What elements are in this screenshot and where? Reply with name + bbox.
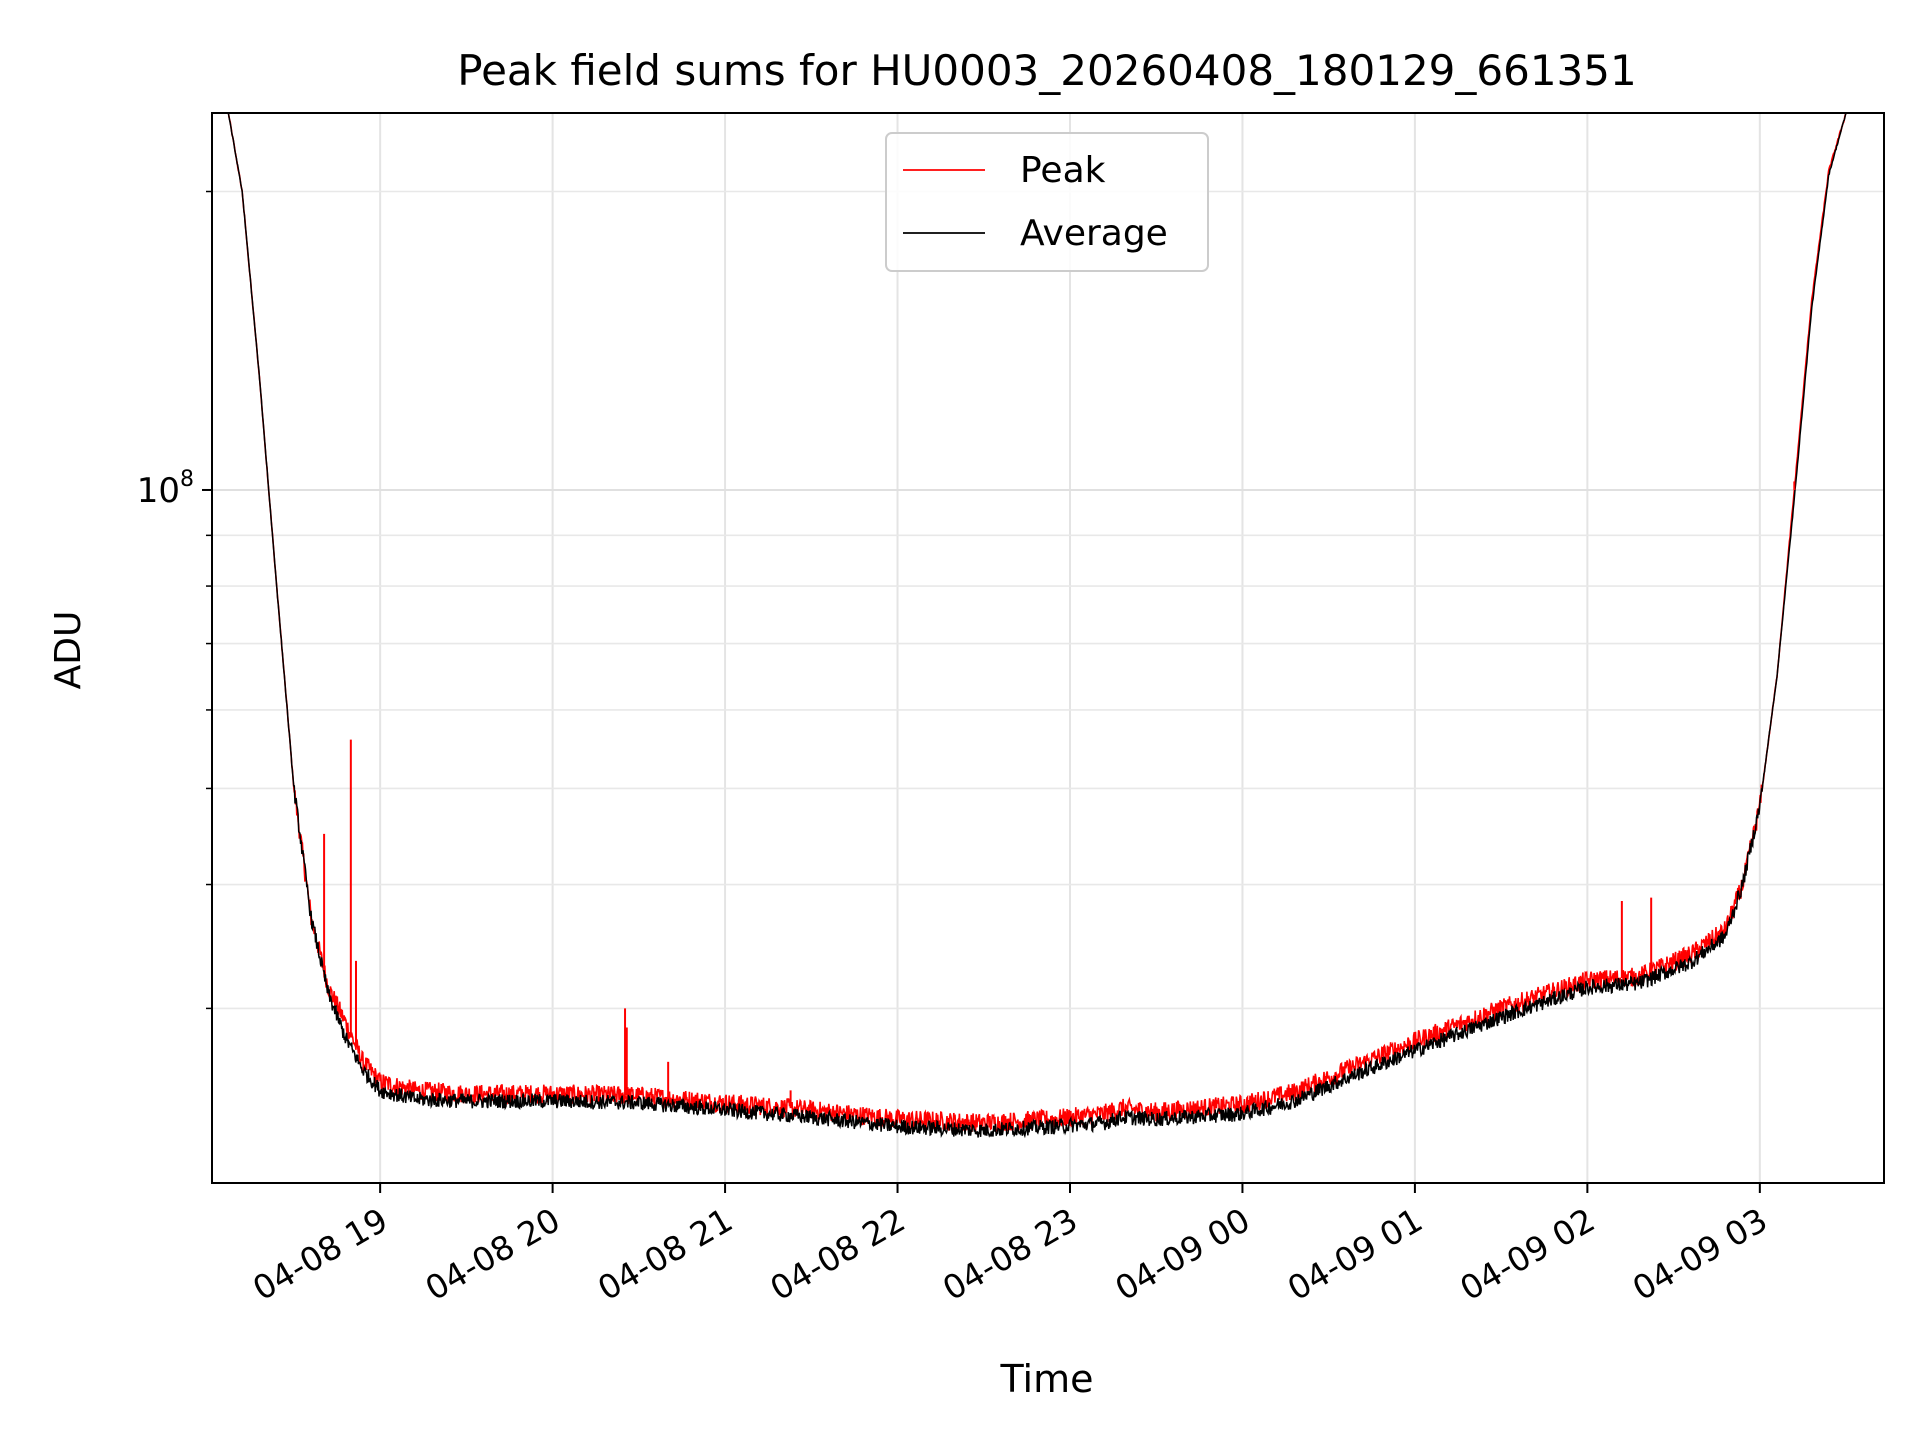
legend-box xyxy=(885,132,1209,272)
series-line-average xyxy=(227,113,1847,1139)
y-axis-label: ADU xyxy=(48,611,89,690)
legend-label-average: Average xyxy=(1020,213,1168,254)
legend-label-peak: Peak xyxy=(1020,150,1106,191)
y-tick-label-exponent: 8 xyxy=(180,467,194,492)
legend: Peak Average xyxy=(885,132,1209,272)
grid xyxy=(212,113,1884,1183)
y-axis: 108 xyxy=(137,190,212,1010)
chart-title: Peak field sums for HU0003_20260408_1801… xyxy=(457,46,1636,95)
plot-frame xyxy=(211,112,1885,1184)
y-tick-label: 108 xyxy=(137,467,194,511)
series-layer xyxy=(227,113,1847,1139)
x-axis-label: Time xyxy=(1000,1357,1094,1401)
y-tick-label-base: 10 xyxy=(137,471,180,511)
